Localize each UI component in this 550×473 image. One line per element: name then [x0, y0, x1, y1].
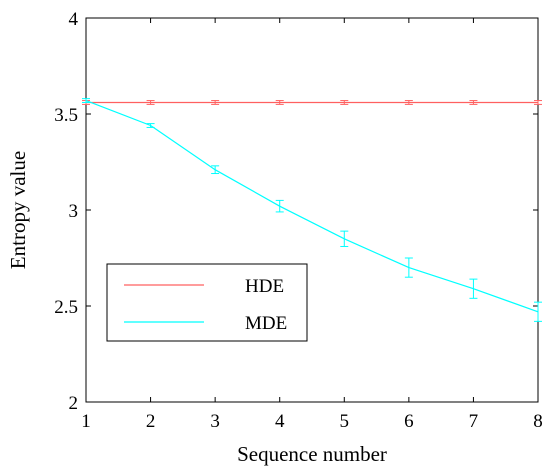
- y-tick-label: 4: [69, 9, 79, 30]
- legend: HDE MDE: [106, 263, 308, 342]
- y-tick-label: 2: [69, 393, 79, 414]
- series-line-mde: [85, 100, 539, 313]
- x-tick-label: 8: [533, 411, 543, 432]
- x-tick-label: 5: [340, 411, 350, 432]
- x-tick-label: 2: [146, 411, 156, 432]
- error-bar-hde: [469, 100, 478, 105]
- error-bar-hde: [146, 100, 155, 105]
- y-tick-label: 3: [69, 201, 79, 222]
- x-axis-label: Sequence number: [237, 442, 387, 466]
- error-bar-mde: [275, 199, 284, 213]
- error-bar-mde: [211, 165, 220, 175]
- y-tick-label: 2.5: [54, 297, 78, 318]
- x-tick-label: 6: [404, 411, 414, 432]
- plot-area: [85, 17, 539, 403]
- error-bar-hde: [211, 100, 220, 105]
- legend-label-hde: HDE: [245, 276, 284, 297]
- error-bar-hde: [534, 100, 542, 105]
- error-bar-mde: [82, 98, 90, 103]
- error-bar-hde: [404, 100, 413, 105]
- error-bar-hde: [275, 100, 284, 105]
- y-axis-label: Entropy value: [6, 151, 30, 269]
- ticks-group: 1 2 3 4 5 6 7 822.533.54: [54, 9, 543, 432]
- error-bar-hde: [340, 100, 349, 105]
- x-tick-label: 3: [210, 411, 220, 432]
- x-tick-label: 1: [81, 411, 91, 432]
- error-bar-mde: [146, 123, 155, 128]
- error-bar-mde: [469, 278, 478, 299]
- series-group: [82, 98, 542, 322]
- x-tick-label: 4: [275, 411, 285, 432]
- error-bar-mde: [534, 301, 542, 322]
- error-bar-mde: [340, 230, 349, 247]
- y-tick-label: 3.5: [54, 105, 78, 126]
- legend-box: [106, 263, 308, 342]
- legend-label-mde: MDE: [245, 313, 287, 334]
- x-tick-label: 7: [469, 411, 479, 432]
- error-bar-mde: [404, 257, 413, 278]
